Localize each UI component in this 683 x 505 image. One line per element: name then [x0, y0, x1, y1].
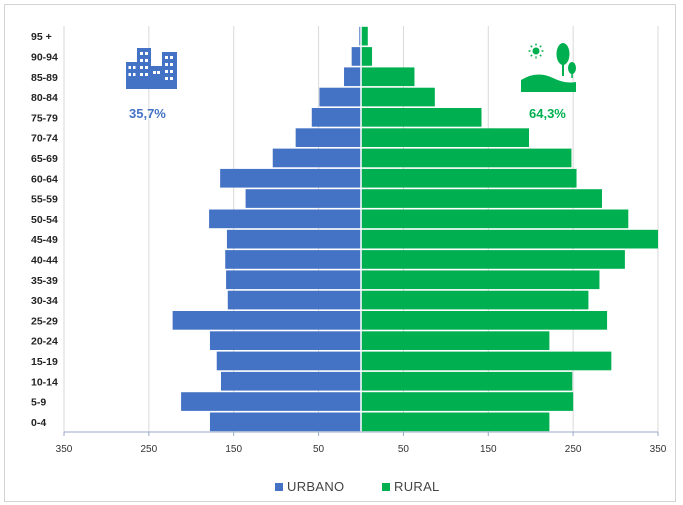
legend-swatch-rural: [382, 483, 390, 491]
category-label: 65-69: [31, 153, 58, 165]
bar-rural-90-94: [361, 47, 373, 66]
category-label: 0-4: [31, 417, 46, 429]
bar-rural-0-4: [361, 412, 550, 432]
category-labels: 0-4 5-9 10-14 15-19 20-24 25-29 30-34 35-39 40-4…: [31, 31, 58, 429]
bar-urbano-70-74: [295, 128, 361, 147]
bar-rural-50-54: [361, 209, 629, 229]
category-label: 55-59: [31, 194, 58, 206]
category-label: 90-94: [31, 51, 58, 63]
category-label: 95 +: [31, 31, 52, 43]
bar-urbano-35-39: [226, 270, 361, 290]
urban-percentage: 35,7%: [129, 106, 166, 121]
x-tick-label: 50: [313, 444, 325, 455]
bar-rural-5-9: [361, 392, 574, 411]
category-label: 10-14: [31, 376, 58, 388]
x-tick-label: 350: [56, 444, 73, 455]
bar-urbano-45-49: [226, 229, 361, 249]
category-label: 75-79: [31, 112, 58, 124]
category-label: 25-29: [31, 315, 58, 327]
bar-rural-70-74: [361, 128, 530, 147]
bar-rural-95+: [361, 26, 368, 46]
bar-urbano-10-14: [220, 371, 361, 391]
x-tick-label: 150: [225, 444, 242, 455]
bar-urbano-30-34: [227, 290, 361, 310]
x-tick-label: 250: [565, 444, 582, 455]
bar-rural-15-19: [361, 351, 612, 371]
category-label: 45-49: [31, 234, 58, 246]
bar-rural-55-59: [361, 189, 602, 208]
category-label: 80-84: [31, 92, 58, 104]
bar-rural-60-64: [361, 168, 577, 188]
bar-urbano-75-79: [311, 108, 361, 127]
category-label: 60-64: [31, 173, 58, 185]
category-label: 50-54: [31, 214, 58, 226]
x-tick-label: 150: [480, 444, 497, 455]
bar-urbano-15-19: [216, 351, 361, 371]
bar-urbano-0-4: [209, 412, 361, 432]
category-label: 85-89: [31, 72, 58, 84]
bar-urbano-50-54: [209, 209, 361, 229]
category-label: 20-24: [31, 336, 58, 348]
bar-urbano-5-9: [181, 392, 361, 411]
bar-rural-75-79: [361, 108, 482, 127]
bar-urbano-60-64: [220, 168, 361, 188]
rural-percentage: 64,3%: [529, 106, 566, 121]
category-label: 5-9: [31, 397, 46, 409]
category-label: 30-34: [31, 295, 58, 307]
x-axis: 350 250 150 50 50 150 250 350: [56, 431, 667, 455]
bar-urbano-90-94: [351, 47, 361, 66]
bar-urbano-20-24: [209, 331, 361, 350]
category-label: 70-74: [31, 133, 58, 145]
category-label: 35-39: [31, 275, 58, 287]
bar-urbano-80-84: [319, 87, 361, 107]
bar-rural-10-14: [361, 371, 573, 391]
countryside-sun-tree-icon: [521, 43, 576, 92]
bar-rural-40-44: [361, 250, 625, 269]
bar-urbano-25-29: [172, 311, 361, 330]
legend-label-rural: RURAL: [394, 479, 440, 494]
x-tick-label: 250: [141, 444, 158, 455]
bar-rural-65-69: [361, 148, 572, 168]
bar-rural-45-49: [361, 229, 658, 249]
legend-swatch-urbano: [275, 483, 283, 491]
bar-urbano-65-69: [272, 148, 361, 168]
bar-rural-80-84: [361, 87, 435, 107]
legend-label-urbano: URBANO: [287, 479, 344, 494]
bar-rural-85-89: [361, 67, 415, 87]
chart-frame: [4, 4, 676, 502]
legend: URBANO RURAL: [275, 479, 440, 494]
bar-urbano-55-59: [245, 189, 361, 208]
bar-rural-25-29: [361, 311, 608, 330]
bar-urbano-85-89: [344, 67, 361, 87]
bar-rural-30-34: [361, 290, 589, 310]
bar-rural-35-39: [361, 270, 600, 290]
bar-rural-20-24: [361, 331, 550, 350]
x-tick-label: 350: [650, 444, 667, 455]
bars: [172, 26, 658, 432]
category-label: 15-19: [31, 356, 58, 368]
x-tick-label: 50: [398, 444, 410, 455]
bar-urbano-40-44: [225, 250, 361, 269]
bar-urbano-95+: [359, 26, 361, 46]
city-buildings-icon: [126, 48, 177, 89]
category-label: 40-44: [31, 254, 58, 266]
